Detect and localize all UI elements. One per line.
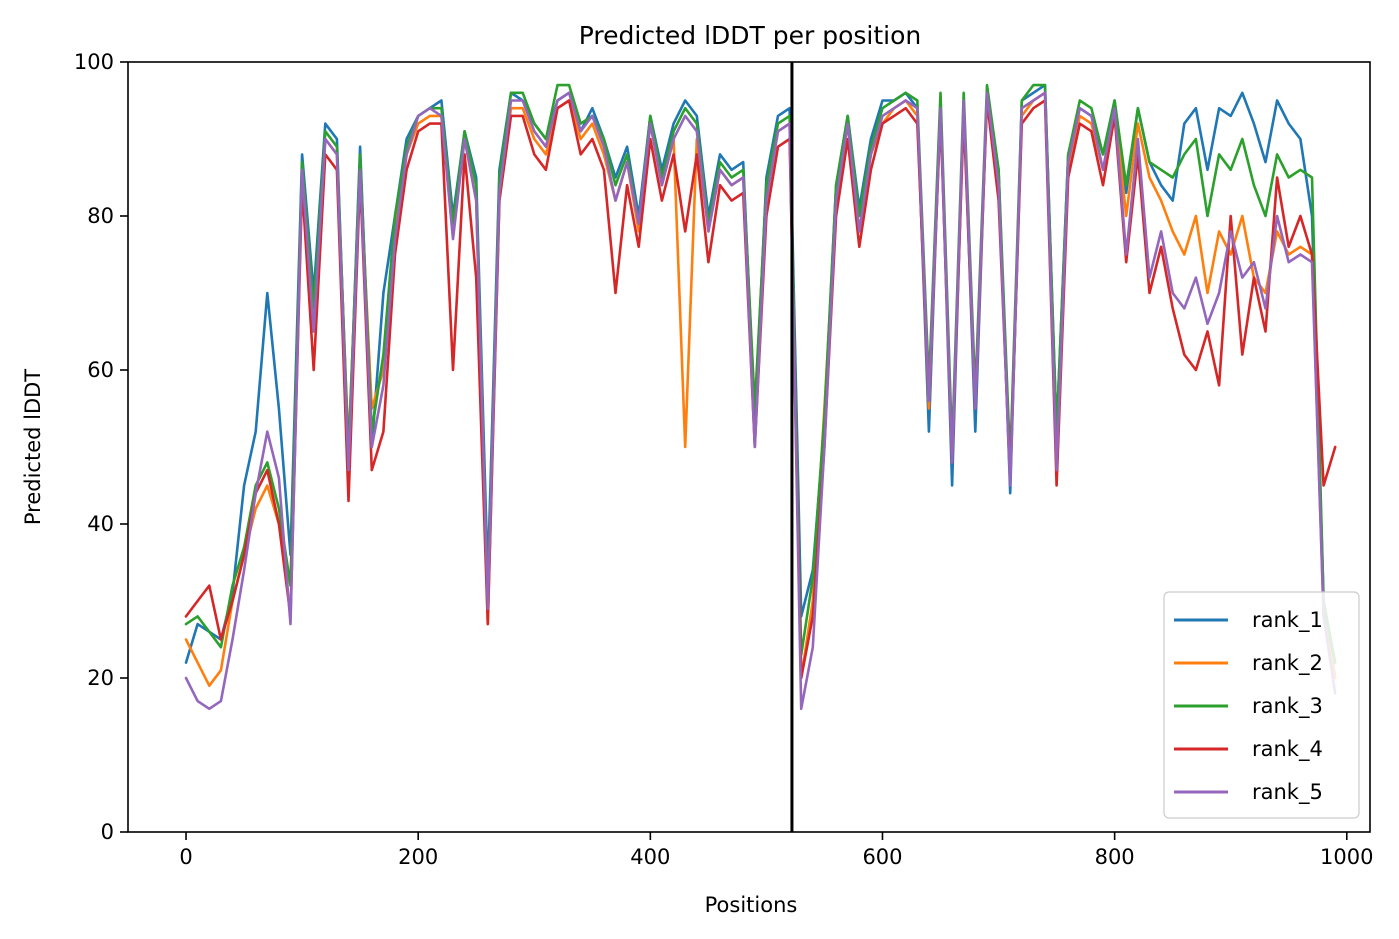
y-tick-label: 80	[87, 204, 114, 228]
x-tick-label: 0	[179, 845, 192, 869]
legend-label-rank_2: rank_2	[1252, 651, 1323, 676]
plot-frame	[127, 61, 1371, 833]
x-tick-label: 600	[862, 845, 902, 869]
legend-label-rank_1: rank_1	[1252, 608, 1323, 633]
y-tick-label: 60	[87, 358, 114, 382]
y-axis: 0 20 40 60 80 100	[74, 50, 128, 844]
y-tick-label: 40	[87, 512, 114, 536]
y-tick-label: 0	[101, 820, 114, 844]
x-tick-label: 200	[398, 845, 438, 869]
x-tick-label: 400	[630, 845, 670, 869]
y-axis-title: Predicted lDDT	[21, 369, 45, 525]
legend-label-rank_4: rank_4	[1252, 737, 1323, 762]
legend-label-rank_5: rank_5	[1252, 780, 1323, 805]
series-lines	[184, 83, 1337, 711]
x-axis: 0 200 400 600 800 1000	[179, 832, 1374, 869]
x-axis-title: Positions	[705, 893, 798, 917]
x-tick-label: 1000	[1320, 845, 1373, 869]
legend-label-rank_3: rank_3	[1252, 694, 1323, 719]
legend: rank_1 rank_2 rank_3 rank_4 rank_5	[1163, 591, 1360, 819]
series-line-rank_5	[184, 91, 1337, 711]
legend-box	[1163, 591, 1360, 819]
x-tick-label: 800	[1095, 845, 1135, 869]
y-tick-label: 100	[74, 50, 114, 74]
chart-title: Predicted lDDT per position	[579, 21, 921, 50]
y-tick-label: 20	[87, 666, 114, 690]
